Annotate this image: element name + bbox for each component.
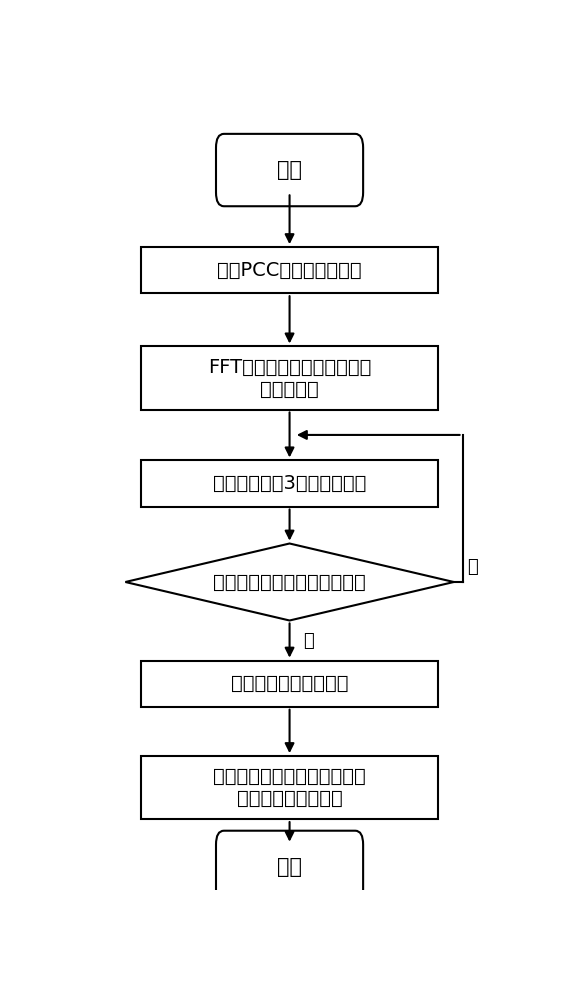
Text: 否: 否 [467, 558, 477, 576]
Text: 是: 是 [303, 632, 314, 650]
Text: 划分数据，每3个数据为一组: 划分数据，每3个数据为一组 [213, 474, 366, 493]
Text: 三点法判断是否为有效数据组: 三点法判断是否为有效数据组 [213, 572, 366, 591]
Bar [141, 661, 438, 707]
FancyBboxPatch shape [216, 134, 363, 206]
Bar [141, 756, 438, 819]
Text: 将有效数据形成新序列: 将有效数据形成新序列 [231, 674, 348, 693]
Polygon shape [125, 544, 454, 620]
Text: 采集PCC处电压电流数据: 采集PCC处电压电流数据 [218, 261, 362, 280]
Text: 结束: 结束 [277, 857, 302, 877]
FancyBboxPatch shape [216, 831, 363, 903]
Text: 采用偏最小二乘法求解回归系
数，估计出谐波阻抗: 采用偏最小二乘法求解回归系 数，估计出谐波阻抗 [213, 767, 366, 808]
Bar [141, 346, 438, 410]
Bar [141, 460, 438, 507]
Text: 开始: 开始 [277, 160, 302, 180]
Text: FFT分析得到相应次数谐波电
压电流数据: FFT分析得到相应次数谐波电 压电流数据 [208, 357, 371, 398]
Bar [141, 247, 438, 293]
